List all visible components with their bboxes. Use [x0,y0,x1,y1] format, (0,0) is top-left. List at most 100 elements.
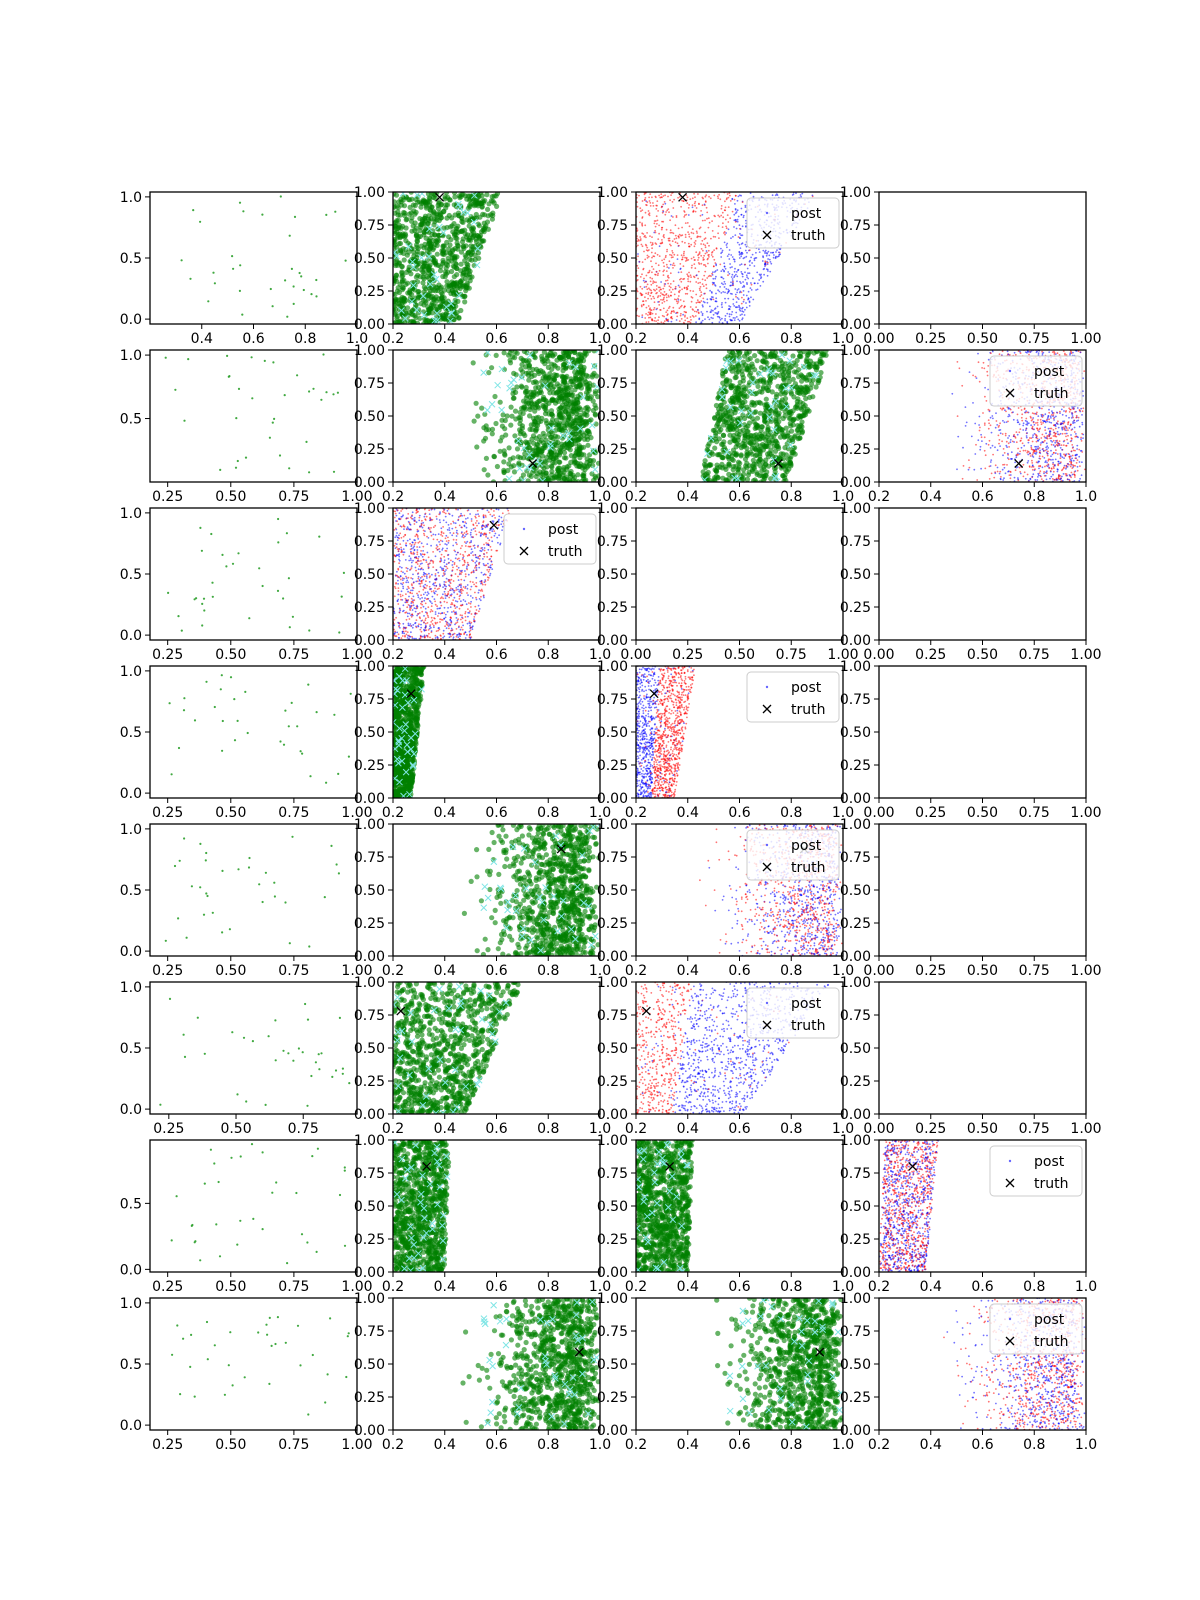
sample-point [481,438,487,444]
posterior-point [745,306,748,309]
posterior-point [1080,440,1083,442]
sample-point [544,454,550,461]
sample-point [737,398,743,404]
posterior-point [738,224,741,227]
posterior-point [1004,472,1007,475]
posterior-point [773,254,775,256]
sample-point [522,389,529,396]
posterior-point [672,267,674,269]
prior-point [183,419,186,422]
posterior-point [679,263,682,265]
y-tick-label: 0.25 [597,442,628,458]
posterior-point [702,264,705,266]
posterior-point [669,253,671,256]
sample-point [400,233,406,239]
posterior-point [658,316,660,319]
posterior-point [701,213,704,216]
posterior-point [1031,427,1033,429]
posterior-point [708,256,710,258]
posterior-point [655,281,657,284]
posterior-point [691,206,694,209]
posterior-point [1030,446,1033,449]
posterior-point [698,235,700,238]
sample-point [434,251,440,257]
posterior-point [662,220,665,223]
sample-point [730,416,736,422]
posterior-point [736,241,739,244]
posterior-point [1082,395,1084,397]
posterior-point [644,258,647,261]
posterior-point [722,283,724,286]
sample-point [562,350,568,356]
posterior-point [706,211,709,214]
posterior-point [688,225,691,228]
posterior-point [741,296,743,299]
posterior-point [667,320,670,323]
posterior-point [1038,438,1041,441]
posterior-point [746,282,748,284]
posterior-point [764,249,767,252]
posterior-point [691,264,693,267]
sample-point [486,370,492,376]
sample-point [528,473,534,479]
posterior-point [1038,447,1041,449]
x-tick-label: 0.4 [677,489,699,505]
sample-point [783,425,789,431]
sample-point [809,381,815,387]
posterior-point [745,225,747,228]
posterior-point [638,194,640,197]
prior-point [192,209,195,212]
sample-point [805,350,811,355]
posterior-point [697,277,699,280]
truth-marker [773,459,783,468]
sample-point [801,404,807,410]
sample-point [586,431,593,437]
posterior-point [774,256,777,259]
prior-point [284,279,287,282]
posterior-point [998,353,1001,356]
posterior-point [703,238,706,241]
sample-point [508,422,514,428]
sample-point [555,365,561,371]
posterior-point [1057,426,1060,429]
posterior-point [702,297,705,300]
posterior-point [639,292,642,295]
sample-point [797,353,803,359]
posterior-point [714,270,717,272]
sample-point [530,366,536,373]
sample-cross [443,303,450,311]
sample-point [773,454,779,460]
sample-cross [418,254,425,262]
posterior-point [767,258,769,260]
y-tick-label: 0.00 [597,475,628,491]
posterior-point [700,300,703,302]
posterior-point [700,210,702,212]
posterior-point [645,292,647,295]
sample-point [479,203,485,209]
posterior-point [667,294,670,297]
posterior-point [637,255,639,258]
posterior-point [736,297,739,299]
prior-point [288,234,291,237]
sample-point [394,288,400,294]
posterior-point [983,367,986,370]
posterior-point [994,426,997,429]
posterior-point [721,302,723,304]
sample-point [737,415,743,421]
sample-point [476,223,482,229]
sample-point [426,267,432,273]
sample-point [818,370,824,376]
posterior-point [750,296,752,299]
posterior-point [745,255,748,258]
posterior-point [686,196,689,199]
posterior-point [744,206,747,209]
sample-point [730,457,736,463]
sample-cross [735,357,743,364]
posterior-point [1032,473,1035,476]
posterior-point [693,241,696,244]
posterior-point [650,260,652,263]
sample-point [556,409,562,415]
posterior-point [649,311,652,314]
sample-point [745,429,751,435]
sample-point [754,415,761,421]
